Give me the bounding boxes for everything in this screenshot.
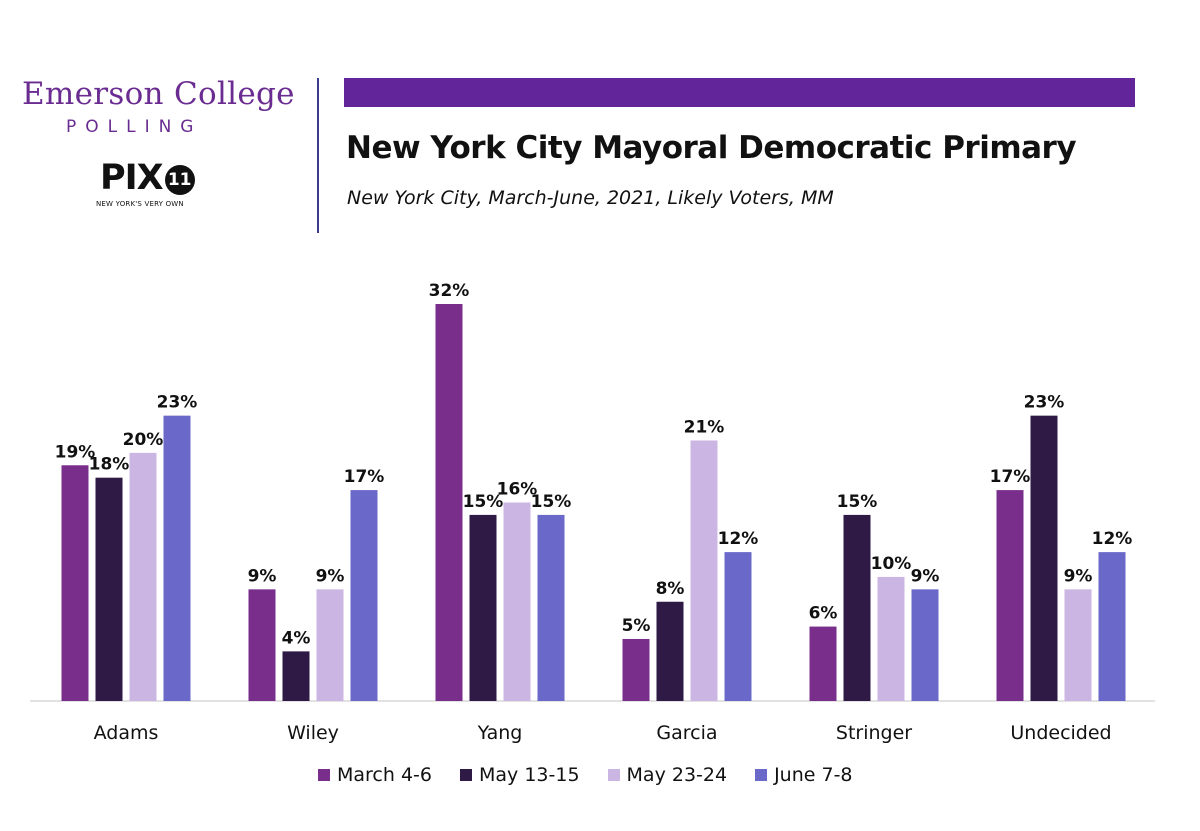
chart-subtitle: New York City, March-June, 2021, Likely … bbox=[347, 187, 834, 209]
pix-logo-number: 11 bbox=[164, 165, 195, 195]
data-label-undecided-series-4: 12% bbox=[1092, 529, 1133, 549]
legend-swatch bbox=[607, 769, 620, 781]
data-label-adams-series-2: 18% bbox=[89, 455, 130, 475]
category-label-stringer: Stringer bbox=[836, 722, 912, 744]
data-label-yang-series-3: 16% bbox=[497, 480, 538, 500]
data-label-stringer-series-2: 15% bbox=[837, 492, 878, 512]
emerson-logo-text: Emerson College bbox=[22, 76, 295, 112]
bar-undecided-series-4 bbox=[1098, 552, 1126, 701]
category-label-garcia: Garcia bbox=[656, 722, 717, 744]
data-label-garcia-series-2: 8% bbox=[656, 579, 685, 599]
legend-swatch bbox=[460, 769, 472, 781]
category-label-yang: Yang bbox=[477, 722, 523, 744]
data-label-undecided-series-1: 17% bbox=[990, 467, 1031, 487]
chart-legend: March 4-6 May 13-15 May 23-24 June 7-8 bbox=[318, 764, 881, 786]
bar-adams-series-1 bbox=[61, 465, 89, 701]
bar-garcia-series-2 bbox=[656, 601, 684, 701]
chart-title: New York City Mayoral Democratic Primary bbox=[346, 130, 1077, 166]
bar-yang-series-2 bbox=[469, 514, 497, 701]
bar-adams-series-2 bbox=[95, 477, 123, 701]
bar-undecided-series-1 bbox=[996, 490, 1024, 701]
bar-yang-series-3 bbox=[503, 502, 531, 701]
bar-stringer-series-4 bbox=[911, 589, 939, 701]
legend-label: May 13-15 bbox=[479, 764, 580, 786]
category-label-adams: Adams bbox=[94, 722, 159, 744]
data-label-wiley-series-3: 9% bbox=[316, 566, 345, 586]
bar-wiley-series-1 bbox=[248, 589, 276, 701]
bar-wiley-series-3 bbox=[316, 589, 344, 701]
data-label-undecided-series-3: 9% bbox=[1064, 566, 1093, 586]
legend-label: June 7-8 bbox=[774, 764, 853, 786]
data-label-stringer-series-3: 10% bbox=[871, 554, 912, 574]
data-label-wiley-series-2: 4% bbox=[282, 628, 311, 648]
legend-item-series-1: March 4-6 bbox=[318, 764, 432, 786]
bar-yang-series-4 bbox=[537, 514, 565, 701]
data-label-garcia-series-3: 21% bbox=[684, 417, 725, 437]
data-label-yang-series-1: 32% bbox=[429, 281, 470, 301]
bar-stringer-series-2 bbox=[843, 514, 871, 701]
pix11-logo: PIX 11 bbox=[100, 158, 195, 198]
legend-label: May 23-24 bbox=[626, 764, 728, 786]
data-label-adams-series-3: 20% bbox=[123, 430, 164, 450]
bar-garcia-series-3 bbox=[690, 440, 718, 701]
legend-swatch bbox=[755, 769, 768, 781]
data-label-wiley-series-1: 9% bbox=[248, 566, 277, 586]
pix-tagline: NEW YORK'S VERY OWN bbox=[96, 200, 184, 208]
data-label-adams-series-4: 23% bbox=[157, 393, 198, 413]
legend-item-series-4: June 7-8 bbox=[755, 764, 853, 786]
legend-item-series-2: May 13-15 bbox=[460, 764, 580, 786]
legend-label: March 4-6 bbox=[337, 764, 432, 786]
bar-stringer-series-1 bbox=[809, 626, 837, 701]
data-label-undecided-series-2: 23% bbox=[1024, 393, 1065, 413]
data-label-wiley-series-4: 17% bbox=[344, 467, 385, 487]
data-label-stringer-series-4: 9% bbox=[911, 566, 940, 586]
bar-wiley-series-4 bbox=[350, 490, 378, 701]
category-label-undecided: Undecided bbox=[1010, 722, 1111, 744]
bar-stringer-series-3 bbox=[877, 576, 905, 701]
pix-logo-text: PIX bbox=[100, 158, 164, 198]
data-label-stringer-series-1: 6% bbox=[809, 604, 838, 624]
category-label-wiley: Wiley bbox=[287, 722, 339, 744]
bar-garcia-series-1 bbox=[622, 638, 650, 701]
legend-item-series-3: May 23-24 bbox=[607, 764, 728, 786]
legend-swatch bbox=[318, 769, 330, 781]
header-divider bbox=[317, 78, 319, 233]
bar-adams-series-4 bbox=[163, 415, 191, 701]
bar-undecided-series-2 bbox=[1030, 415, 1058, 701]
data-label-yang-series-2: 15% bbox=[463, 492, 504, 512]
data-label-garcia-series-1: 5% bbox=[622, 616, 651, 636]
bar-garcia-series-4 bbox=[724, 552, 752, 701]
data-label-adams-series-1: 19% bbox=[55, 442, 96, 462]
title-accent-bar bbox=[344, 78, 1135, 107]
bar-adams-series-3 bbox=[129, 452, 157, 701]
data-label-yang-series-4: 15% bbox=[531, 492, 572, 512]
bar-wiley-series-2 bbox=[282, 651, 310, 701]
bar-undecided-series-3 bbox=[1064, 589, 1092, 701]
data-label-garcia-series-4: 12% bbox=[718, 529, 759, 549]
bar-yang-series-1 bbox=[435, 304, 463, 701]
polling-logo-text: POLLING bbox=[66, 117, 203, 137]
